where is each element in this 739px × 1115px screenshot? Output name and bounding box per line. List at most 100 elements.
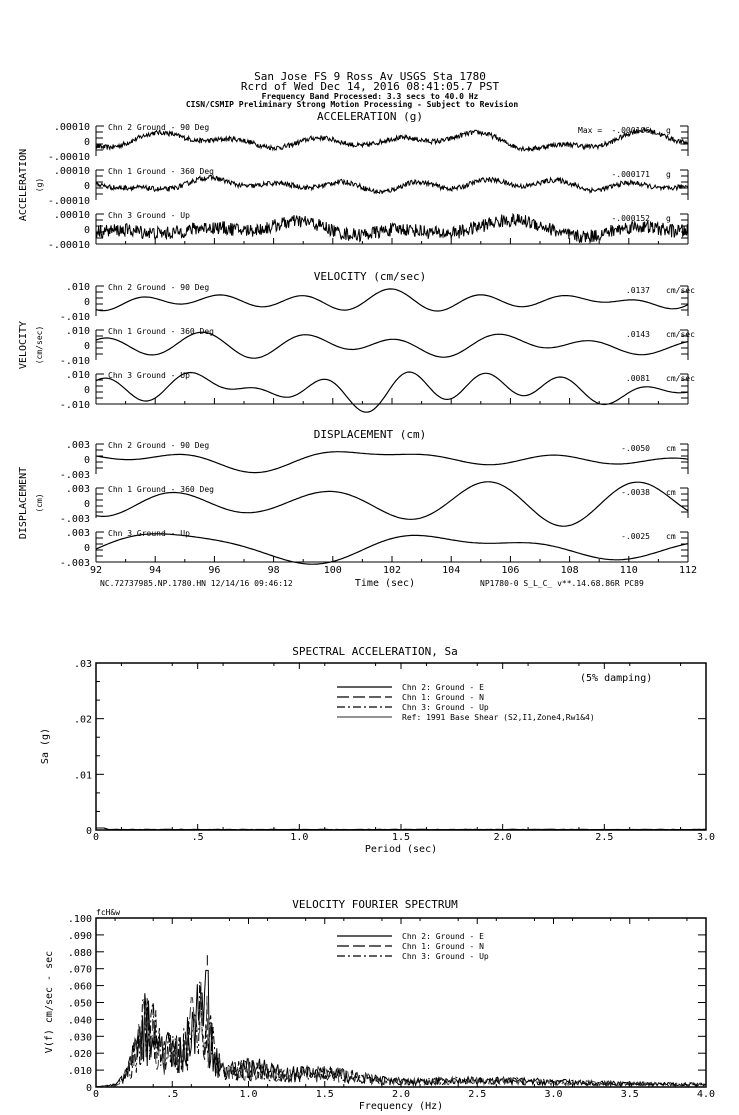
- channel-panel: .00010 0 -.00010 Chn 3 Ground - Up -.000152 g: [48, 210, 689, 251]
- max-unit: g: [666, 214, 671, 223]
- y-tick-label: -.00010: [48, 152, 90, 163]
- channel-panel: .003 0 -.003 Chn 2 Ground - 90 Deg -.0050 cm: [60, 440, 689, 481]
- max-unit: cm: [666, 488, 676, 497]
- footer-left: NC.72737985.NP.1780.HN 12/14/16 09:46:12: [100, 579, 293, 588]
- x-axis-label: Frequency (Hz): [359, 1101, 443, 1112]
- fourier-trace: [95, 982, 707, 1088]
- y-tick-label: -.010: [60, 312, 90, 323]
- channel-panel: .00010 0 -.00010 Chn 2 Ground - 90 Deg Max =…: [48, 122, 689, 163]
- y-tick-label: .01: [74, 770, 92, 781]
- max-value: .0143: [626, 330, 650, 339]
- x-axis-label: Time (sec): [355, 578, 415, 589]
- y-axis-label: DISPLACEMENT: [18, 467, 29, 539]
- y-tick-label: -.003: [60, 558, 90, 569]
- y-tick-label: 0: [84, 181, 90, 192]
- y-axis-label: V(f) cm/sec - sec: [44, 951, 55, 1053]
- damping-annotation: (5% damping): [580, 673, 652, 684]
- max-value: -.0025: [621, 532, 650, 541]
- waveform-trace: [95, 481, 689, 527]
- max-value: -.0038: [621, 488, 650, 497]
- y-axis-unit: (cm/sec): [35, 326, 44, 365]
- chart-title: DISPLACEMENT (cm): [314, 428, 427, 441]
- channel-label: Chn 1 Ground - 360 Deg: [108, 485, 214, 494]
- max-unit: cm/sec: [666, 286, 695, 295]
- timeseries-chart-dis: DISPLACEMENT (cm) DISPLACEMENT (cm) .003 0 -.…: [18, 428, 697, 589]
- y-axis-unit: (cm): [35, 493, 44, 512]
- max-prefix: Max =: [578, 126, 602, 135]
- x-tick-label: 1.5: [316, 1089, 334, 1100]
- waveform-trace: [95, 533, 689, 565]
- x-tick-label: 2.0: [494, 832, 512, 843]
- y-tick-label: .00010: [54, 122, 90, 133]
- spectral-trace: [96, 827, 706, 831]
- x-tick-label: 0: [93, 832, 99, 843]
- max-value: -.000106: [611, 126, 650, 135]
- fourier-trace: [95, 981, 707, 1088]
- x-tick-label: 94: [149, 565, 161, 576]
- y-axis-unit: (g): [35, 178, 44, 192]
- x-axis-label: Period (sec): [365, 844, 437, 855]
- channel-panel: .010 0 -.010 Chn 1 Ground - 360 Deg .0143 cm/…: [60, 326, 695, 367]
- max-value: -.000152: [611, 214, 650, 223]
- header-processing-note: CISN/CSMIP Preliminary Strong Motion Pro…: [186, 99, 519, 109]
- y-tick-label: 0: [84, 543, 90, 554]
- x-tick-label: 0: [93, 1089, 99, 1100]
- y-tick-label: 0: [84, 137, 90, 148]
- legend-label: Chn 1: Ground - N: [402, 693, 484, 702]
- y-tick-label: 0: [86, 1083, 92, 1094]
- y-tick-label: .050: [68, 999, 92, 1010]
- y-tick-label: .003: [66, 484, 90, 495]
- waveform-trace: [95, 212, 689, 245]
- x-tick-label: 4.0: [697, 1089, 715, 1100]
- channel-panel: .010 0 -.010 Chn 2 Ground - 90 Deg .0137 cm/s…: [60, 282, 695, 323]
- waveform-trace: [95, 451, 689, 474]
- x-tick-label: 98: [268, 565, 280, 576]
- y-tick-label: .030: [68, 1032, 92, 1043]
- channel-label: Chn 2 Ground - 90 Deg: [108, 441, 209, 450]
- timeseries-chart-acc: ACCELERATION (g) ACCELERATION (g) .00010 0 -.…: [18, 110, 689, 251]
- channel-label: Chn 1 Ground - 360 Deg: [108, 327, 214, 336]
- y-tick-label: -.00010: [48, 196, 90, 207]
- y-tick-label: .003: [66, 440, 90, 451]
- chart-title: VELOCITY (cm/sec): [314, 270, 427, 283]
- legend-label: Chn 3: Ground - Up: [402, 703, 489, 712]
- legend-label: Chn 2: Ground - E: [402, 683, 484, 692]
- channel-label: Chn 2 Ground - 90 Deg: [108, 283, 209, 292]
- x-tick-label: 104: [442, 565, 460, 576]
- x-tick-label: 3.5: [621, 1089, 639, 1100]
- y-tick-label: -.00010: [48, 240, 90, 251]
- x-tick-label: 1.5: [392, 832, 410, 843]
- y-tick-label: .00010: [54, 166, 90, 177]
- x-tick-label: 112: [679, 565, 697, 576]
- header-station: San Jose FS 9 Ross Av USGS Sta 1780: [254, 70, 486, 83]
- max-unit: cm/sec: [666, 374, 695, 383]
- x-tick-label: 92: [90, 565, 102, 576]
- legend-label: Chn 2: Ground - E: [402, 932, 484, 941]
- y-axis-label: Sa (g): [40, 728, 51, 764]
- y-tick-label: 0: [84, 297, 90, 308]
- y-tick-label: 0: [84, 385, 90, 396]
- max-value: .0137: [626, 286, 650, 295]
- max-unit: cm: [666, 444, 676, 453]
- x-tick-label: 2.0: [392, 1089, 410, 1100]
- x-tick-label: 96: [208, 565, 220, 576]
- y-tick-label: 0: [84, 225, 90, 236]
- y-tick-label: .00010: [54, 210, 90, 221]
- y-tick-label: .020: [68, 1049, 92, 1060]
- y-tick-label: .02: [74, 715, 92, 726]
- max-value: -.0050: [621, 444, 650, 453]
- y-tick-label: .010: [66, 282, 90, 293]
- footer-right: NP1780-0 S_L_C_ v**.14.68.86R PC89: [480, 579, 644, 588]
- legend-label: Ref: 1991 Base Shear (S2,I1,Zone4,Rw1&4): [402, 713, 595, 722]
- x-tick-label: 3.0: [697, 832, 715, 843]
- x-tick-label: 106: [501, 565, 519, 576]
- waveform-trace: [95, 288, 689, 312]
- channel-label: Chn 3 Ground - Up: [108, 211, 190, 220]
- x-tick-label: .5: [192, 832, 204, 843]
- y-tick-label: -.010: [60, 356, 90, 367]
- channel-panel: .003 0 -.003 Chn 1 Ground - 360 Deg -.0038 cm: [60, 481, 689, 527]
- x-tick-label: 1.0: [290, 832, 308, 843]
- chart-title: ACCELERATION (g): [317, 110, 423, 123]
